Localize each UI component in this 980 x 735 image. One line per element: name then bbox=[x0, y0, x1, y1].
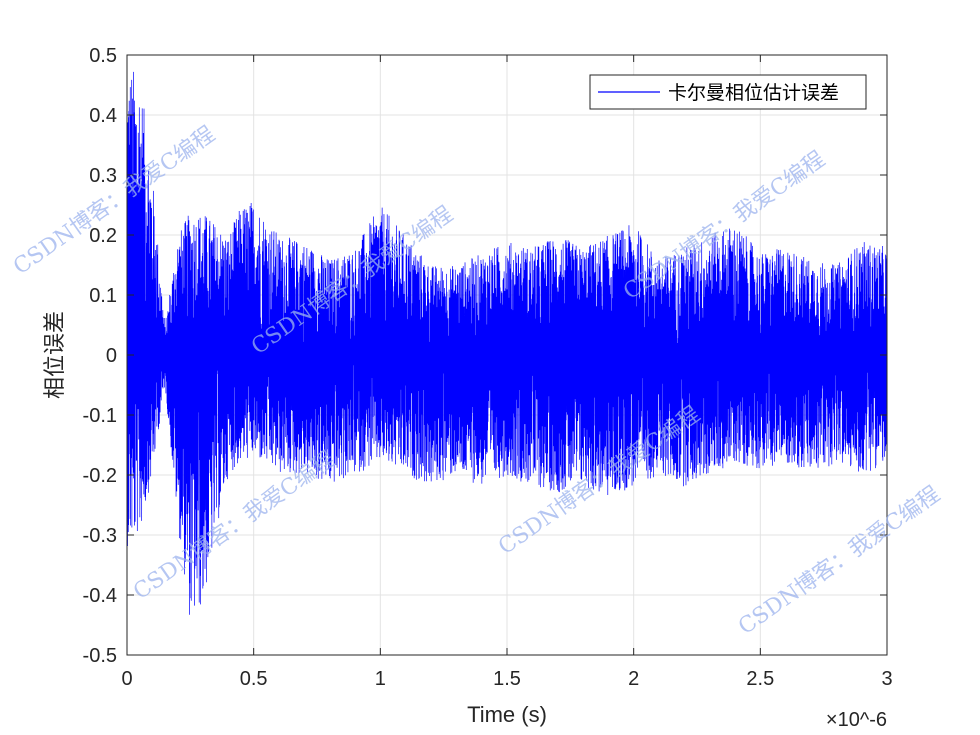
x-tick-label: 2.5 bbox=[746, 668, 774, 690]
y-tick-label: 0.5 bbox=[89, 45, 117, 67]
y-tick-label: 0.3 bbox=[89, 165, 117, 187]
x-tick-label: 1 bbox=[375, 668, 386, 690]
y-tick-label: 0.2 bbox=[89, 225, 117, 247]
y-tick-label: -0.3 bbox=[83, 525, 117, 547]
x-axis-label: Time (s) bbox=[467, 702, 547, 727]
x-tick-label: 0.5 bbox=[240, 668, 268, 690]
x-tick-label: 2 bbox=[628, 668, 639, 690]
y-axis-label: 相位误差 bbox=[43, 311, 68, 399]
y-tick-label: -0.1 bbox=[83, 405, 117, 427]
y-tick-label: -0.4 bbox=[83, 585, 117, 607]
y-tick-labels: 0.5 0.4 0.3 0.2 0.1 0 -0.1 -0.2 -0.3 -0.4 -0.5 bbox=[83, 45, 117, 667]
x-tick-label: 0 bbox=[121, 668, 132, 690]
x-tick-labels: 0 0.5 1 1.5 2 2.5 3 bbox=[121, 668, 892, 690]
series-layer bbox=[127, 71, 887, 615]
y-tick-label: 0 bbox=[106, 345, 117, 367]
tick-marks bbox=[126, 54, 888, 656]
y-tick-label: 0.1 bbox=[89, 285, 117, 307]
x-tick-label: 3 bbox=[881, 668, 892, 690]
x-tick-label: 1.5 bbox=[493, 668, 521, 690]
x-axis-exponent: ×10^-6 bbox=[826, 709, 887, 731]
series-line-kalman bbox=[127, 71, 887, 615]
legend-entry: 卡尔曼相位估计误差 bbox=[668, 82, 839, 104]
y-tick-label: 0.4 bbox=[89, 105, 117, 127]
y-tick-label: -0.5 bbox=[83, 645, 117, 667]
y-tick-label: -0.2 bbox=[83, 465, 117, 487]
legend: 卡尔曼相位估计误差 bbox=[589, 74, 867, 110]
